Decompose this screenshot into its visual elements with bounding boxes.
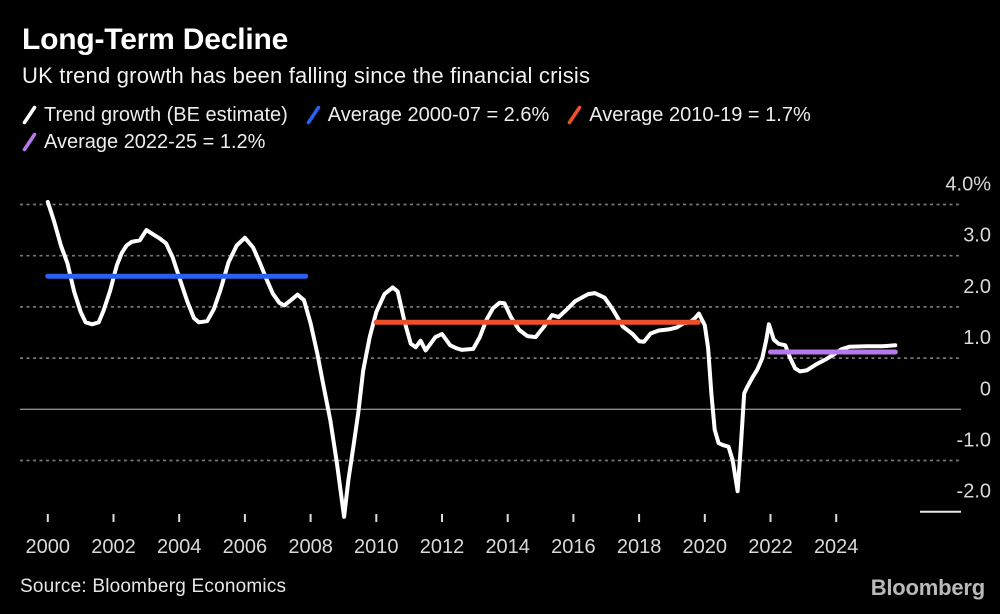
legend-slash-icon [306, 105, 321, 125]
trend-growth-line [45, 199, 898, 519]
legend-item-label: Trend growth (BE estimate) [44, 103, 288, 126]
legend-item-trend-growth: Trend growth (BE estimate) [22, 104, 288, 127]
x-tick-label: 2002 [91, 536, 136, 558]
chart-subtitle: UK trend growth has been falling since t… [22, 62, 591, 88]
bloomberg-logo: Bloomberg [870, 575, 986, 600]
legend-row-2: Average 2022-25 = 1.2% [22, 129, 990, 156]
y-tick-label: -2.0 [957, 481, 991, 503]
x-tick-label: 2014 [485, 536, 530, 558]
legend-item-average-2010-19: Average 2010-19 = 1.7% [567, 103, 811, 127]
chart-title: Long-Term Decline [22, 23, 289, 56]
x-tick-label: 2018 [617, 536, 662, 558]
legend-slash-icon [567, 105, 582, 125]
y-tick-label: 4.0% [945, 174, 991, 196]
x-tick-label: 2024 [814, 536, 859, 558]
chart-legend: Trend growth (BE estimate) Average 2000-… [22, 102, 990, 156]
x-tick-label: 2010 [354, 536, 399, 558]
x-tick-label: 2008 [288, 536, 333, 558]
x-tick-label: 2012 [420, 536, 465, 558]
chart-header: Long-Term Decline UK trend growth has be… [22, 24, 990, 156]
x-tick-label: 2000 [26, 536, 71, 558]
legend-item-average-2022-25: Average 2022-25 = 1.2% [22, 131, 265, 154]
legend-item-label: Average 2010-19 = 1.7% [589, 103, 811, 126]
legend-slash-icon [22, 105, 37, 125]
x-tick-label: 2022 [748, 536, 793, 558]
legend-slash-icon [22, 132, 37, 152]
x-tick-label: 2006 [223, 536, 268, 558]
x-tick-label: 2004 [157, 536, 202, 558]
x-tick-label: 2020 [683, 536, 728, 558]
y-tick-label: 1.0 [963, 327, 991, 349]
y-tick-label: 3.0 [963, 225, 991, 247]
legend-item-average-2000-07: Average 2000-07 = 2.6% [306, 104, 549, 127]
legend-item-label: Average 2000-07 = 2.6% [327, 103, 550, 126]
x-tick-label: 2016 [551, 536, 596, 558]
legend-row-1: Trend growth (BE estimate) Average 2000-… [22, 102, 990, 129]
source-note: Source: Bloomberg Economics [20, 576, 287, 597]
y-tick-label: 0 [980, 378, 991, 400]
y-tick-label: -1.0 [957, 430, 991, 452]
legend-item-label: Average 2022-25 = 1.2% [44, 130, 266, 153]
y-tick-label: 2.0 [963, 276, 991, 298]
